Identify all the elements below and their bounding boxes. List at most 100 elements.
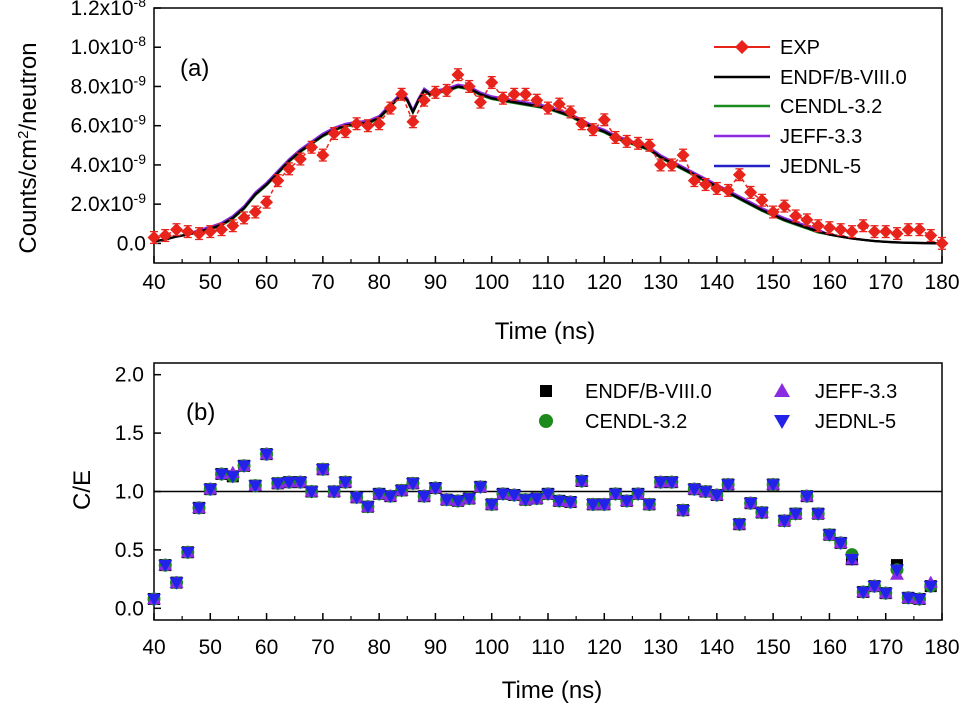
exp-point bbox=[699, 178, 713, 192]
point-jednl-5 bbox=[811, 508, 826, 521]
point-jednl-5 bbox=[788, 508, 803, 521]
x-tick-label: 110 bbox=[531, 271, 564, 294]
x-tick-label: 70 bbox=[311, 636, 334, 659]
exp-point bbox=[158, 229, 172, 243]
x-tick-label: 170 bbox=[868, 271, 903, 294]
panel-a: 40 50 60 70 80 90 100 110 120 130 140 150 160 170 180 … bbox=[15, 0, 960, 345]
point-jednl-5 bbox=[586, 499, 601, 512]
x-tick-label: 130 bbox=[643, 271, 678, 294]
legend-marker-circle bbox=[539, 414, 553, 428]
point-jednl-5 bbox=[203, 483, 218, 497]
exp-point bbox=[203, 225, 217, 239]
exp-point bbox=[518, 87, 532, 101]
exp-point bbox=[575, 117, 589, 131]
legend-label: CENDL-3.2 bbox=[585, 411, 687, 433]
point-jednl-5 bbox=[259, 448, 274, 462]
exp-point bbox=[687, 174, 701, 188]
x-tick-label: 180 bbox=[924, 636, 959, 659]
point-jednl-5 bbox=[158, 559, 173, 573]
y-tick-label: 2.0 bbox=[115, 364, 144, 387]
calc-line-jeff-3-3 bbox=[153, 83, 943, 245]
point-jednl-5 bbox=[709, 489, 724, 503]
point-jednl-5 bbox=[889, 564, 904, 577]
x-tick-label: 110 bbox=[531, 636, 564, 659]
x-tick-label: 180 bbox=[924, 271, 959, 294]
point-jednl-5 bbox=[676, 504, 691, 518]
panel-a-y-axis-title: Counts/cm2/neutron bbox=[15, 42, 43, 253]
point-jednl-5 bbox=[383, 490, 398, 504]
y-tick-label: 1.5 bbox=[115, 422, 144, 445]
exp-point bbox=[811, 219, 825, 233]
exp-point bbox=[395, 87, 409, 101]
exp-point bbox=[800, 213, 814, 227]
point-jednl-5 bbox=[428, 482, 443, 495]
exp-point bbox=[789, 209, 803, 223]
point-jednl-5 bbox=[327, 486, 342, 499]
exp-point bbox=[744, 185, 758, 199]
x-tick-label: 90 bbox=[424, 271, 447, 294]
exp-point bbox=[181, 225, 195, 239]
point-jednl-5 bbox=[912, 593, 927, 606]
legend-label: CENDL-3.2 bbox=[780, 96, 882, 118]
legend-label: ENDF/B-VIII.0 bbox=[780, 67, 907, 89]
exp-point bbox=[654, 158, 668, 172]
point-jednl-5 bbox=[631, 488, 646, 501]
point-jednl-5 bbox=[856, 586, 871, 599]
point-jednl-5 bbox=[766, 479, 781, 492]
exp-point bbox=[485, 76, 499, 90]
exp-point bbox=[586, 123, 600, 137]
point-jednl-5 bbox=[169, 577, 184, 590]
exp-point bbox=[597, 113, 611, 127]
y-tick-label: 0.0 bbox=[115, 597, 144, 620]
y-tick-label: 4.0x10-9 bbox=[70, 151, 146, 177]
exp-point bbox=[428, 85, 442, 99]
exp-point bbox=[935, 236, 949, 250]
exp-point bbox=[710, 181, 724, 195]
panel-b-y-ticks: 0.0 0.5 1.0 1.5 2.0 bbox=[115, 364, 161, 620]
x-tick-label: 120 bbox=[587, 636, 622, 659]
x-tick-label: 40 bbox=[142, 636, 165, 659]
x-tick-label: 40 bbox=[142, 271, 165, 294]
point-jednl-5 bbox=[214, 468, 229, 481]
exp-point bbox=[777, 199, 791, 213]
point-jednl-5 bbox=[878, 587, 893, 601]
exp-point bbox=[732, 168, 746, 182]
point-jednl-5 bbox=[304, 486, 319, 499]
exp-point bbox=[552, 97, 566, 111]
exp-point bbox=[755, 193, 769, 207]
exp-point bbox=[305, 140, 319, 154]
exp-point bbox=[890, 227, 904, 241]
point-jednl-5 bbox=[867, 580, 882, 594]
point-jednl-5 bbox=[844, 554, 859, 567]
point-jednl-5 bbox=[293, 476, 308, 490]
x-tick-label: 50 bbox=[199, 271, 222, 294]
point-jednl-5 bbox=[417, 490, 432, 504]
exp-point bbox=[473, 95, 487, 109]
point-jednl-5 bbox=[394, 485, 409, 498]
point-jednl-5 bbox=[833, 537, 848, 550]
point-jednl-5 bbox=[541, 488, 555, 501]
y-tick-label: 0.0 bbox=[117, 232, 146, 255]
panel-a-label: (a) bbox=[180, 55, 209, 82]
point-jednl-5 bbox=[372, 488, 387, 501]
panel-a-exp-series bbox=[147, 68, 949, 250]
exp-point bbox=[293, 152, 307, 166]
y-tick-label: 2.0x10-9 bbox=[70, 190, 146, 216]
exp-point bbox=[361, 119, 375, 133]
point-jednl-5 bbox=[439, 494, 454, 507]
exp-point bbox=[282, 162, 296, 176]
panel-a-x-axis-title: Time (ns) bbox=[495, 318, 595, 345]
x-tick-label: 140 bbox=[699, 636, 734, 659]
point-jednl-5 bbox=[754, 507, 769, 520]
point-jednl-5 bbox=[619, 495, 634, 508]
x-tick-label: 100 bbox=[474, 271, 509, 294]
point-jednl-5 bbox=[822, 529, 837, 542]
exp-point bbox=[530, 93, 544, 107]
point-jednl-5 bbox=[315, 464, 330, 477]
legend-marker-square bbox=[540, 385, 552, 397]
exp-point bbox=[766, 205, 780, 219]
exp-point bbox=[248, 205, 262, 219]
point-jednl-5 bbox=[338, 476, 353, 490]
exp-point bbox=[834, 223, 848, 237]
